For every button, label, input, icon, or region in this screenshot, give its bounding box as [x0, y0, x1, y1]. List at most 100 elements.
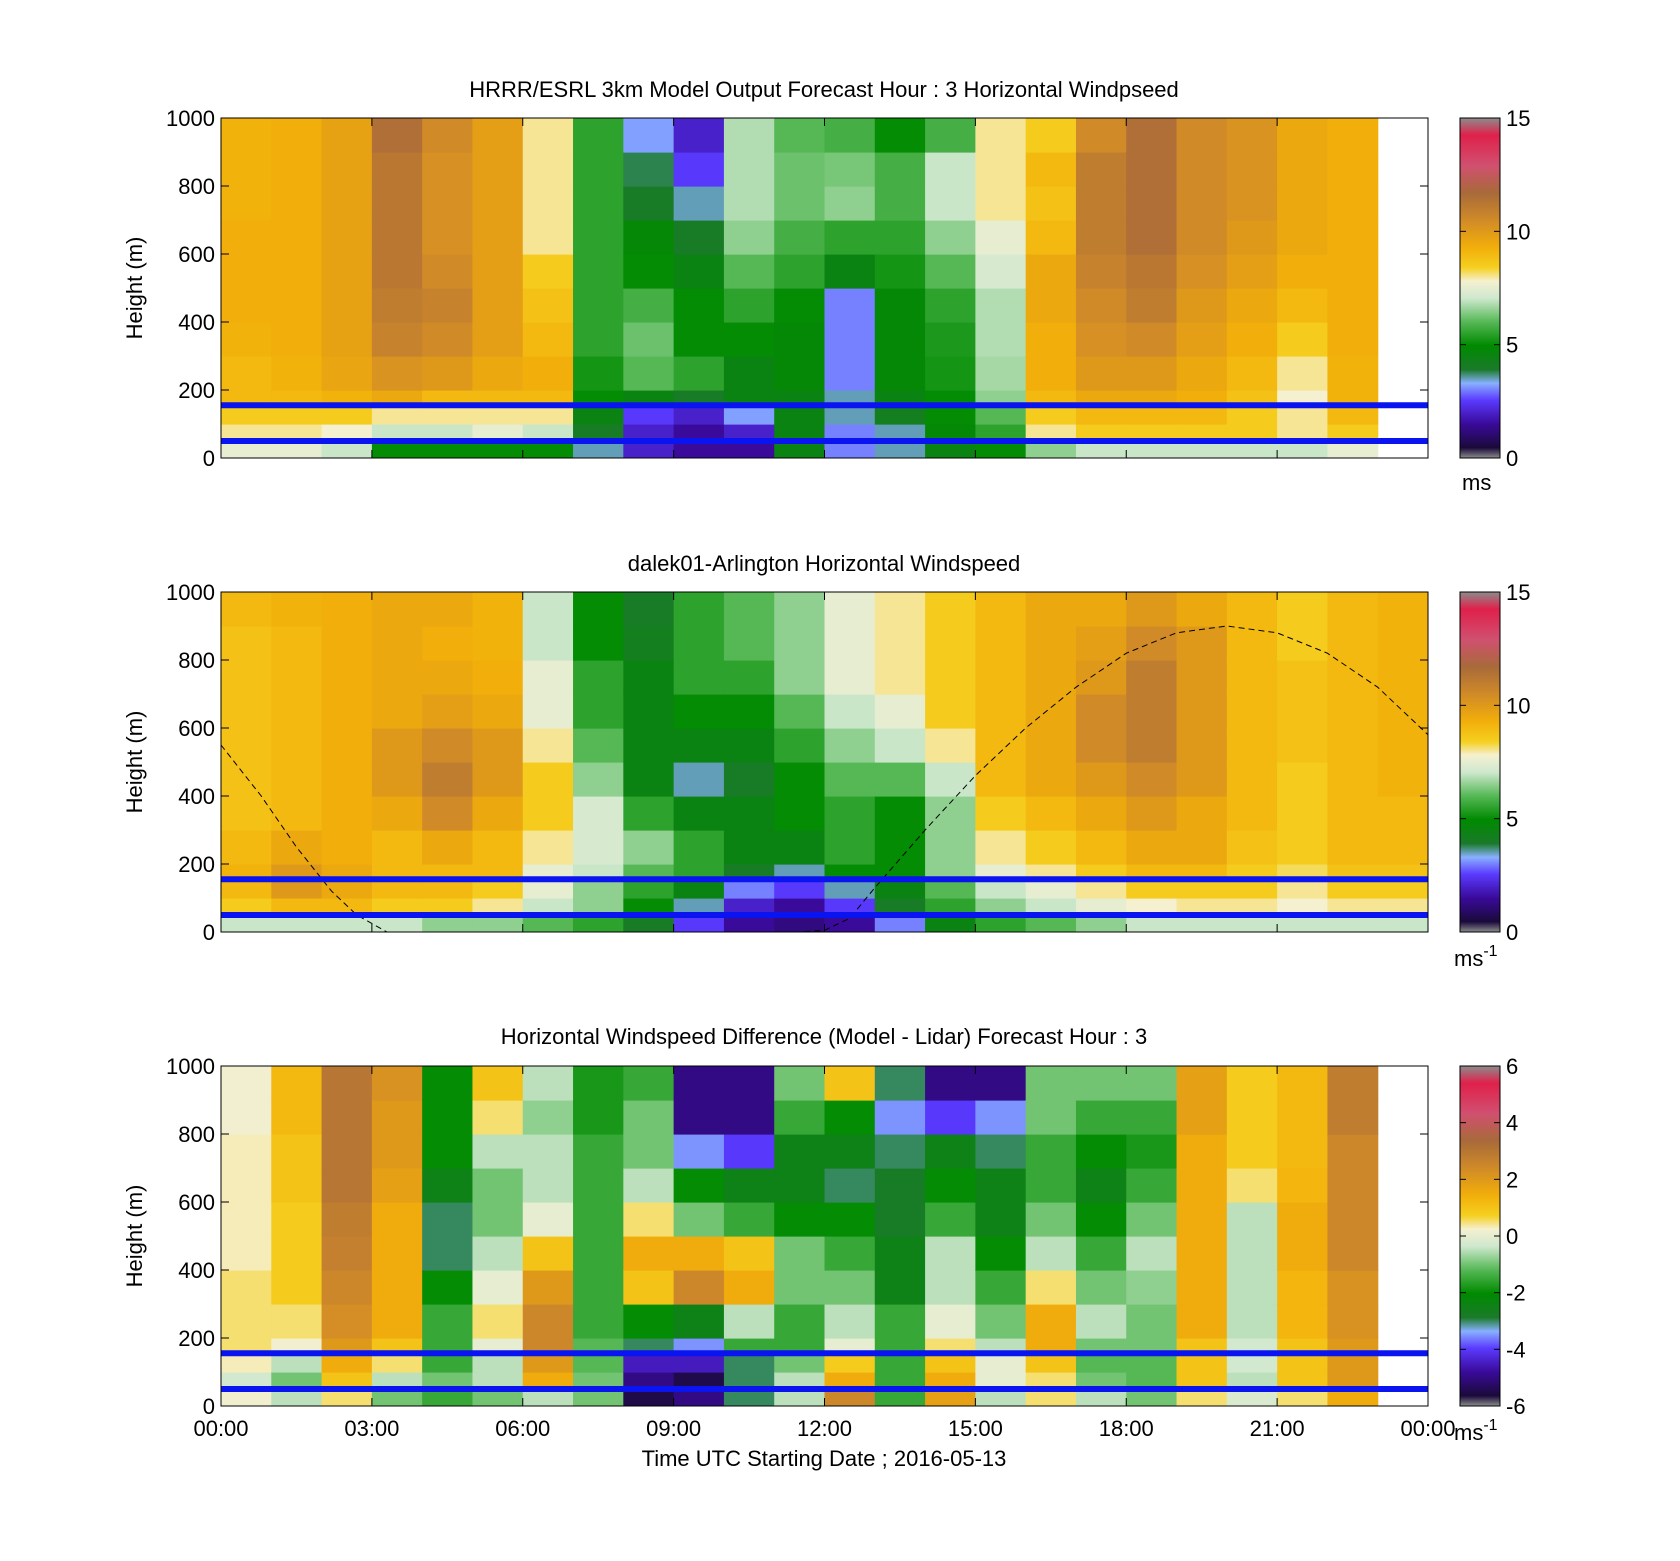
heatmap-cell — [723, 1066, 775, 1101]
heatmap-cell — [1327, 1202, 1379, 1237]
heatmap-cell — [1025, 830, 1077, 865]
heatmap-cell — [673, 1202, 725, 1237]
heatmap-cell — [673, 118, 725, 153]
heatmap-cell — [1176, 1355, 1228, 1373]
panel-model-colorbar: 0 5 10 15 ms — [1459, 106, 1530, 495]
heatmap-cell — [522, 424, 574, 442]
heatmap-cell — [1226, 1372, 1278, 1390]
heatmap-cell — [271, 1372, 323, 1390]
heatmap-cell — [422, 830, 474, 865]
heatmap-cell — [874, 1355, 926, 1373]
heatmap-cell — [874, 881, 926, 899]
colorbar-tick-label: 15 — [1506, 580, 1530, 605]
heatmap-cell — [522, 1270, 574, 1305]
heatmap-cell — [1176, 118, 1228, 153]
heatmap-cell — [1277, 1168, 1329, 1203]
heatmap-cell — [925, 1389, 976, 1406]
heatmap-cell — [573, 830, 624, 865]
heatmap-cell — [824, 762, 876, 797]
heatmap-cell — [472, 407, 524, 425]
heatmap-cell — [874, 592, 926, 627]
heatmap-cell — [1277, 356, 1329, 391]
heatmap-cell — [1025, 1134, 1077, 1169]
heatmap-cell — [1226, 1100, 1278, 1135]
heatmap-cell — [673, 728, 725, 763]
heatmap-cell — [271, 1100, 323, 1135]
heatmap-cell — [422, 424, 474, 442]
heatmap-cell — [1075, 1134, 1127, 1169]
heatmap-cell — [824, 796, 876, 831]
heatmap-cell — [723, 626, 775, 661]
heatmap-cell — [824, 626, 876, 661]
heatmap-cell — [824, 1066, 876, 1101]
heatmap-cell — [623, 1389, 675, 1406]
heatmap-cell — [1327, 407, 1379, 425]
heatmap-cell — [623, 186, 675, 221]
heatmap-cell — [422, 322, 474, 357]
heatmap-cell — [975, 441, 1027, 458]
heatmap-cell — [371, 830, 423, 865]
heatmap-cell — [522, 1372, 574, 1390]
heatmap-cell — [1025, 186, 1077, 221]
x-tick-label: 00:00 — [193, 1416, 248, 1441]
heatmap-cell — [1226, 1202, 1278, 1237]
heatmap-cell — [371, 660, 423, 695]
heatmap-cell — [1377, 830, 1428, 865]
heatmap-cell — [1075, 322, 1127, 357]
heatmap-cell — [472, 898, 524, 916]
heatmap-cell — [925, 1202, 976, 1237]
heatmap-cell — [975, 254, 1027, 289]
heatmap-cell — [221, 762, 272, 797]
heatmap-cell — [472, 1270, 524, 1305]
colorbar-tick-label: 10 — [1506, 219, 1530, 244]
heatmap-cell — [774, 592, 826, 627]
heatmap-cell — [1277, 1236, 1329, 1271]
heatmap-cell — [1075, 254, 1127, 289]
heatmap-cell — [1277, 592, 1329, 627]
heatmap-cell — [874, 288, 926, 323]
heatmap-cell — [975, 356, 1027, 391]
heatmap-cell — [321, 881, 373, 899]
heatmap-cell — [673, 1066, 725, 1101]
heatmap-cell — [874, 1270, 926, 1305]
heatmap-cell — [874, 220, 926, 255]
heatmap-cell — [673, 254, 725, 289]
heatmap-cell — [573, 118, 624, 153]
colorbar-unit-exponent: -1 — [1483, 943, 1497, 960]
heatmap-cell — [371, 762, 423, 797]
heatmap-cell — [774, 152, 826, 187]
heatmap-cell — [1176, 915, 1228, 932]
heatmap-cell — [824, 288, 876, 323]
heatmap-cell — [975, 762, 1027, 797]
heatmap-cell — [824, 694, 876, 729]
heatmap-cell — [1126, 1372, 1178, 1390]
heatmap-cell — [1025, 1389, 1077, 1406]
heatmap-cell — [774, 441, 826, 458]
heatmap-cell — [1226, 220, 1278, 255]
heatmap-cell — [1277, 424, 1329, 442]
heatmap-cell — [221, 356, 272, 391]
heatmap-cell — [1277, 254, 1329, 289]
y-tick-label: 1000 — [166, 580, 215, 605]
heatmap-cell — [271, 1389, 323, 1406]
heatmap-cell — [1226, 1270, 1278, 1305]
heatmap-cell — [824, 441, 876, 458]
heatmap-cell — [774, 1355, 826, 1373]
heatmap-cell — [623, 1134, 675, 1169]
heatmap-cell — [472, 592, 524, 627]
panel-difference-ylabel: Height (m) — [122, 1185, 147, 1288]
heatmap-cell — [1277, 220, 1329, 255]
heatmap-cell — [1226, 898, 1278, 916]
heatmap-cell — [472, 356, 524, 391]
heatmap-cell — [321, 186, 373, 221]
heatmap-cell — [723, 356, 775, 391]
heatmap-cell — [1075, 694, 1127, 729]
heatmap-cell — [522, 626, 574, 661]
heatmap-cell — [1327, 1270, 1379, 1305]
panel-lidar-colorbar: 0 5 10 15 ms-1 — [1454, 580, 1530, 971]
heatmap-cell — [271, 1168, 323, 1203]
heatmap-cell — [1327, 830, 1379, 865]
colorbar-tick-label: 0 — [1506, 1224, 1518, 1249]
heatmap-cell — [774, 1372, 826, 1390]
heatmap-cell — [271, 1270, 323, 1305]
